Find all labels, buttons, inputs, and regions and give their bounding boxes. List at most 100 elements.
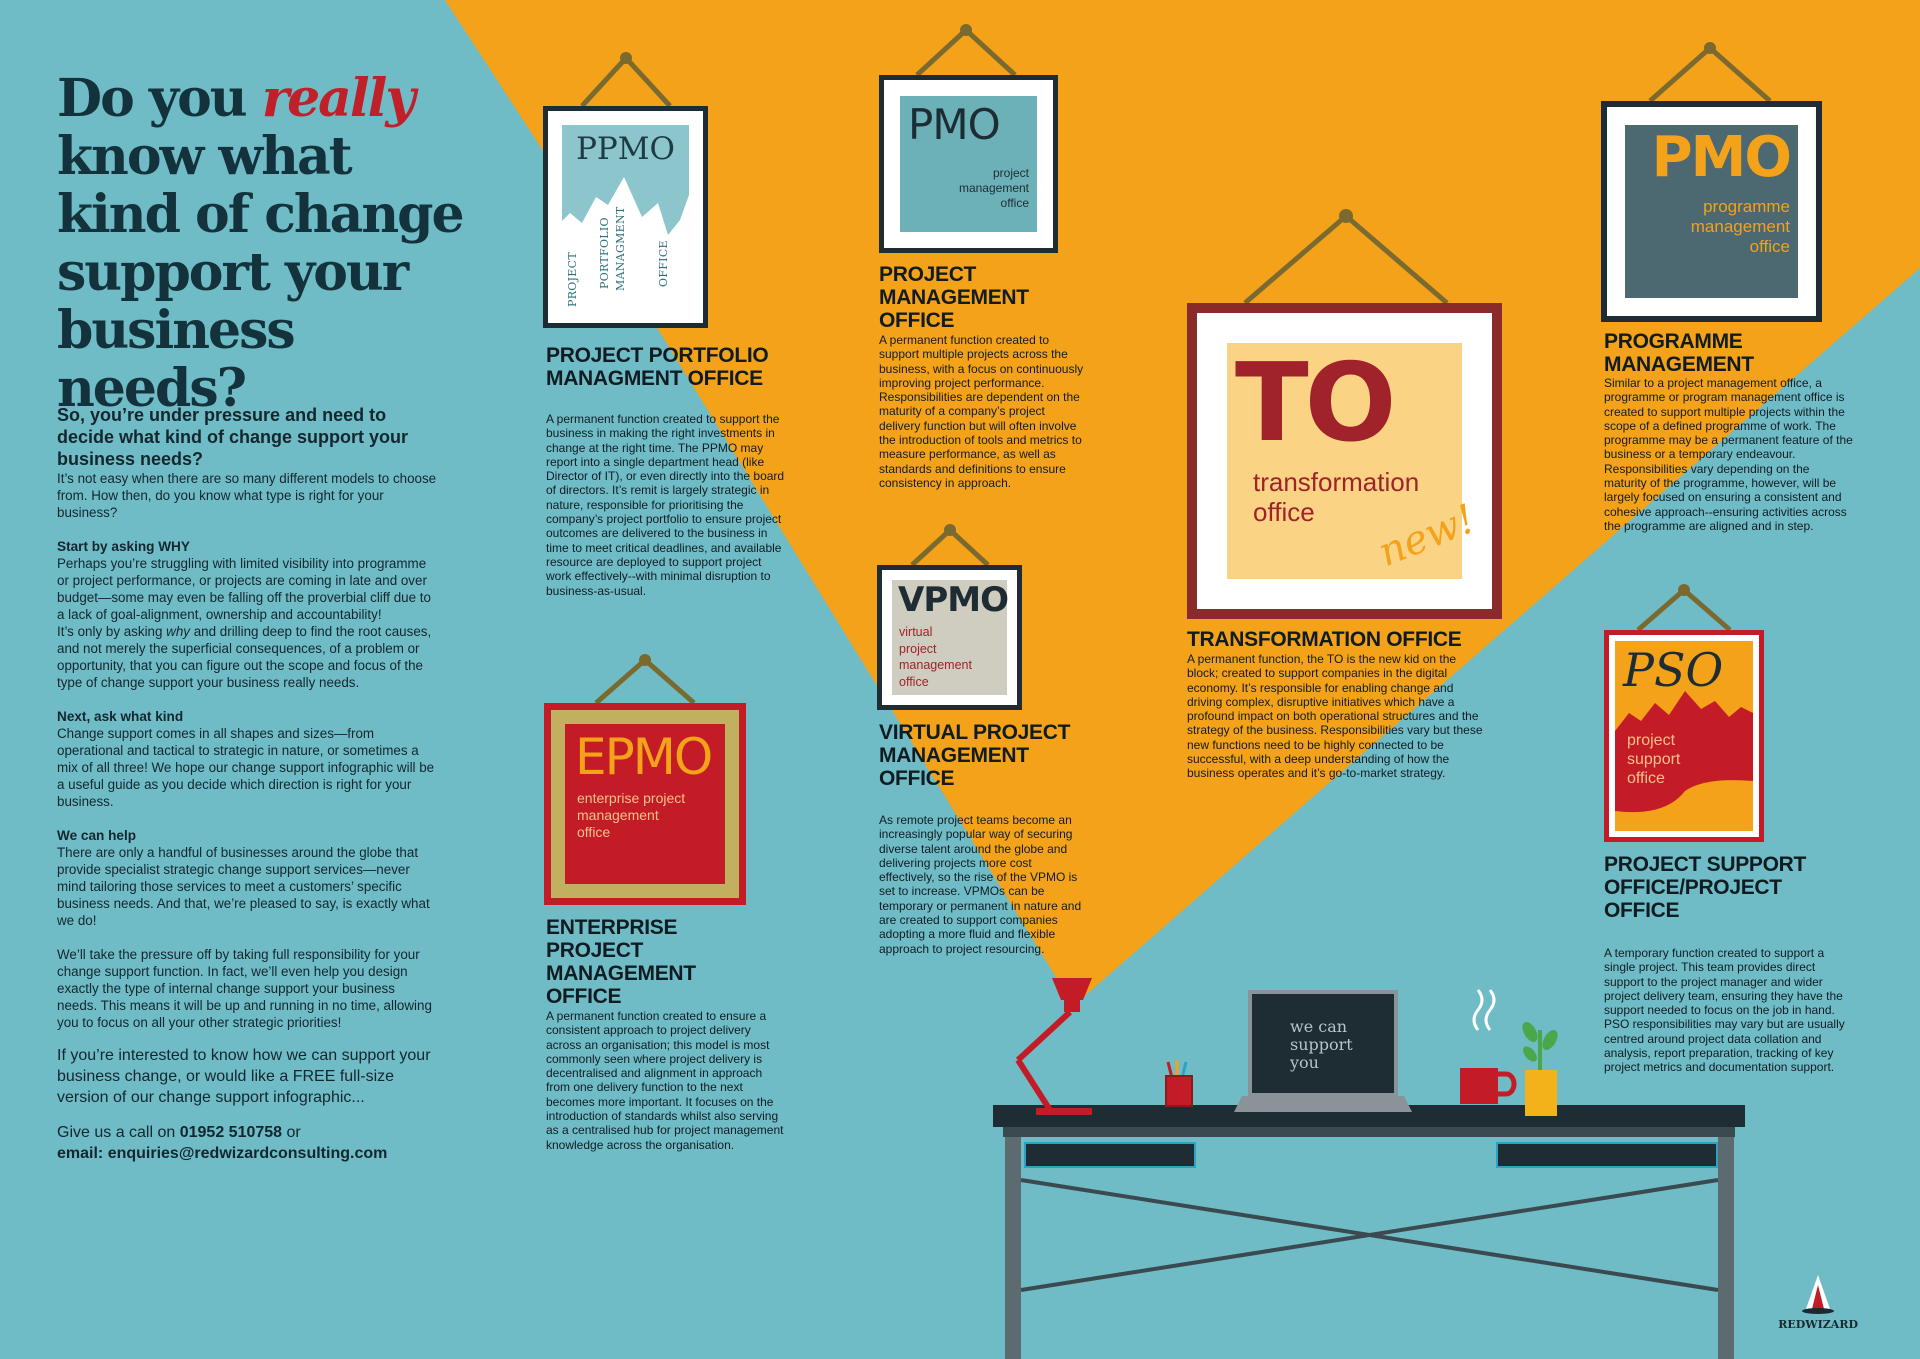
vpmo-body: As remote project teams become an increa… xyxy=(879,813,1082,956)
ppmo-label-office: OFFICE xyxy=(657,240,670,287)
ppmo-label-project: PROJECT xyxy=(566,252,579,307)
pmo-programme-sub3: office xyxy=(1749,237,1790,256)
headline-line3: kind of change xyxy=(57,184,465,245)
picture-hooks xyxy=(620,24,1716,666)
ppmo-title: PPMO xyxy=(576,131,675,167)
vpmo-sub2: project xyxy=(899,641,937,656)
headline-line4: support your xyxy=(57,242,409,303)
pmo-project-artwork: PMO project management office xyxy=(900,96,1037,232)
plant-pot xyxy=(1522,1022,1558,1116)
epmo-subtitle: enterprise project management office xyxy=(577,790,685,841)
pso-sub3: office xyxy=(1627,770,1665,787)
to-heading: TRANSFORMATION OFFICE xyxy=(1187,628,1462,651)
ppmo-frame: PPMO PROJECT PORTFOLIO MANAGMENT OFFICE xyxy=(543,106,708,328)
vpmo-artwork: VPMO virtual project management office xyxy=(892,580,1009,695)
headline-line5: business needs? xyxy=(57,300,296,419)
pmo-programme-frame: PMO programme management office xyxy=(1601,101,1822,322)
epmo-frame: EPMO enterprise project management offic… xyxy=(544,703,746,905)
spotlight-cone xyxy=(445,0,1920,1000)
vpmo-sub1: virtual xyxy=(899,625,933,639)
pmo-project-subtitle: project management office xyxy=(959,166,1029,211)
ppmo-label-portfolio: PORTFOLIO xyxy=(598,217,611,289)
pmo-programme-artwork: PMO programme management office xyxy=(1625,125,1798,298)
ppmo-artwork: PPMO PROJECT PORTFOLIO MANAGMENT OFFICE xyxy=(562,125,689,309)
vpmo-sub4: office xyxy=(899,674,929,689)
pso-sub2: support xyxy=(1627,751,1681,768)
epmo-artwork: EPMO enterprise project management offic… xyxy=(565,724,725,884)
pso-title: PSO xyxy=(1623,643,1724,697)
laptop-line3: you xyxy=(1290,1053,1319,1072)
why-text-2: It’s only by asking why and drilling dee… xyxy=(57,623,437,691)
epmo-sub3: office xyxy=(577,824,611,840)
to-subtitle: transformation office xyxy=(1253,467,1419,527)
pmo-project-heading: PROJECT MANAGEMENT OFFICE xyxy=(879,263,1029,332)
pso-subtitle: project support office xyxy=(1627,731,1680,788)
pmo-programme-subtitle: programme management office xyxy=(1691,197,1790,257)
why-text-2a: It’s only by asking xyxy=(57,624,167,639)
pmo-programme-sub1: programme xyxy=(1703,197,1790,216)
to-sub2: office xyxy=(1253,497,1315,527)
epmo-heading: ENTERPRISE PROJECT MANAGEMENT OFFICE xyxy=(546,916,696,1008)
help-heading: We can help xyxy=(57,828,137,843)
coffee-mug xyxy=(1460,989,1517,1104)
epmo-title: EPMO xyxy=(575,728,713,786)
pen-cup xyxy=(1165,1060,1193,1107)
call-line: Give us a call on 01952 510758 or xyxy=(57,1122,437,1143)
kind-heading: Next, ask what kind xyxy=(57,709,184,724)
call-suffix: or xyxy=(282,1124,301,1141)
to-title: TO xyxy=(1235,341,1396,466)
call-prefix: Give us a call on xyxy=(57,1124,180,1141)
pso-sub1: project xyxy=(1627,732,1676,749)
vpmo-frame: VPMO virtual project management office xyxy=(877,565,1022,710)
pso-heading: PROJECT SUPPORT OFFICE/PROJECT OFFICE xyxy=(1604,853,1807,922)
interest-text: If you’re interested to know how we can … xyxy=(57,1047,431,1106)
intro-text: It’s not easy when there are so many dif… xyxy=(57,471,437,520)
pmo-project-frame: PMO project management office xyxy=(879,75,1058,253)
page-headline: Do you really know what kind of change s… xyxy=(57,70,477,418)
pmo-project-body: A permanent function created to support … xyxy=(879,333,1084,490)
pso-mountains xyxy=(1615,641,1753,831)
vpmo-title: VPMO xyxy=(898,580,1009,620)
to-body: A permanent function, the TO is the new … xyxy=(1187,652,1483,781)
why-heading: Start by asking WHY xyxy=(57,539,190,554)
pso-frame: PSO project support office xyxy=(1604,630,1764,842)
ppmo-heading: PROJECT PORTFOLIO MANAGMENT OFFICE xyxy=(546,344,769,390)
why-text-1: Perhaps you’re struggling with limited v… xyxy=(57,556,431,622)
help-text-2: We’ll take the pressure off by taking fu… xyxy=(57,947,432,1030)
desk-lamp xyxy=(1015,978,1092,1115)
why-text-2-emphasis: why xyxy=(166,624,190,639)
laptop-line2: support xyxy=(1290,1035,1353,1054)
desk xyxy=(993,1105,1745,1359)
pmo-programme-body: Similar to a project management office, … xyxy=(1604,376,1853,533)
wizard-icon xyxy=(1802,1275,1835,1314)
to-sub1: transformation xyxy=(1253,467,1420,497)
transformation-office-frame: TO transformation office new! xyxy=(1187,303,1502,619)
headline-line1: Do you xyxy=(57,68,262,129)
epmo-sub1: enterprise project xyxy=(577,790,686,806)
redwizard-logo: REDWIZARD xyxy=(1778,1275,1858,1331)
laptop-screen-text: we can support you xyxy=(1290,1018,1353,1072)
vpmo-sub3: management xyxy=(899,658,972,672)
pmo-programme-heading: PROGRAMME MANAGEMENT xyxy=(1604,330,1754,376)
vpmo-heading: VIRTUAL PROJECT MANAGEMENT OFFICE xyxy=(879,721,1071,790)
pso-artwork: PSO project support office xyxy=(1615,641,1753,831)
pmo-programme-title: PMO xyxy=(1651,125,1792,190)
left-column: So, you’re under pressure and need to de… xyxy=(57,404,437,1164)
headline-highlight: really xyxy=(261,68,416,129)
laptop-line1: we can xyxy=(1290,1017,1348,1036)
epmo-body: A permanent function created to ensure a… xyxy=(546,1009,784,1152)
help-text-1: There are only a handful of businesses a… xyxy=(57,845,430,928)
why-text-2b: and drilling deep to find the root cause… xyxy=(57,624,432,690)
logo-text: REDWIZARD xyxy=(1778,1318,1858,1331)
ppmo-mountains xyxy=(562,125,689,309)
headline-line2: know what xyxy=(57,126,353,187)
email-link[interactable]: email: enquiries@redwizardconsulting.com xyxy=(57,1145,388,1162)
pmo-project-title: PMO xyxy=(908,100,1001,149)
pmo-project-sub2: management xyxy=(958,181,1029,195)
phone-number[interactable]: 01952 510758 xyxy=(179,1124,283,1141)
ppmo-body: A permanent function created to support … xyxy=(546,412,785,598)
pmo-project-sub1: project xyxy=(992,166,1029,180)
ppmo-label-managment: MANAGMENT xyxy=(614,206,627,291)
to-artwork: TO transformation office new! xyxy=(1227,341,1482,579)
epmo-sub2: management xyxy=(577,807,659,823)
